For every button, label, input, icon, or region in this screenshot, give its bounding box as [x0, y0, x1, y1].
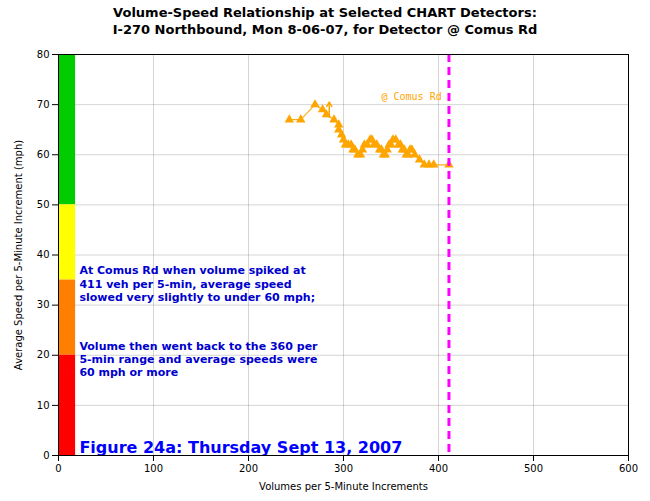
html-text:Volume-Speed Relationship at S: Volume-Speed Relationship at Selected CH… — [113, 5, 537, 20]
svg-text:200: 200 — [239, 463, 258, 474]
svg-text:400: 400 — [429, 463, 448, 474]
svg-text:Volumes per 5-Minute Increment: Volumes per 5-Minute Increments — [259, 481, 428, 492]
svg-text:50: 50 — [37, 199, 50, 210]
svg-text:30: 30 — [37, 299, 50, 310]
svg-text:10: 10 — [37, 400, 50, 411]
svg-text:At Comus Rd when volume spiked: At Comus Rd when volume spiked at411 veh… — [79, 264, 315, 303]
svg-text:Figure 24a: Thursday Sept 13,: Figure 24a: Thursday Sept 13, 2007 — [79, 438, 402, 457]
svg-text:20: 20 — [37, 349, 50, 360]
svg-text:100: 100 — [144, 463, 163, 474]
svg-text:70: 70 — [37, 99, 50, 110]
svg-text:600: 600 — [619, 463, 638, 474]
svg-text:@ Comus Rd: @ Comus Rd — [382, 91, 442, 102]
svg-text:500: 500 — [524, 463, 543, 474]
html-text:I-270 Northbound, Mon 8-06-07,: I-270 Northbound, Mon 8-06-07, for Detec… — [112, 22, 538, 37]
svg-text:60: 60 — [37, 149, 50, 160]
svg-text:Average Speed per 5-Minute Inc: Average Speed per 5-Minute Increment (mp… — [13, 140, 24, 370]
svg-text:0: 0 — [43, 450, 49, 461]
svg-text:40: 40 — [37, 249, 50, 260]
svg-text:Volume then went back to the 3: Volume then went back to the 360 per5-mi… — [79, 340, 318, 379]
svg-text:80: 80 — [37, 49, 50, 60]
svg-text:300: 300 — [334, 463, 353, 474]
svg-text:0: 0 — [55, 463, 61, 474]
